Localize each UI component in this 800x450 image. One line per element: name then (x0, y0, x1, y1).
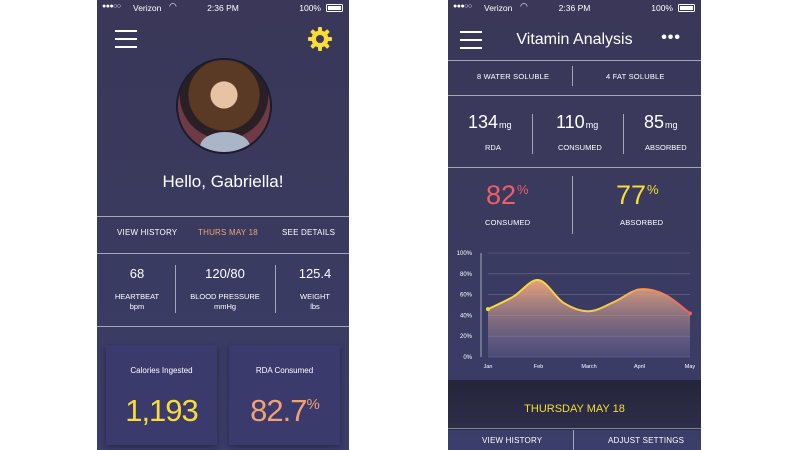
y-tick-label: 40% (460, 313, 473, 319)
date-tab[interactable]: THURS MAY 18 (198, 228, 258, 237)
more-dots-icon[interactable]: ••• (661, 29, 681, 46)
heartbeat-value: 68 (129, 266, 145, 281)
see-details-link[interactable]: SEE DETAILS (282, 228, 336, 237)
chart-line (487, 279, 691, 315)
status-bar: ●●●○○ Verizon ◠ 2:36 PM 100% (448, 0, 701, 16)
blood-pressure-value: 120/80 (205, 266, 245, 281)
absorbed-percent: 77% (616, 180, 659, 210)
absorbed-percent-label: ABSORBED (620, 218, 664, 227)
calories-card[interactable]: Calories Ingested 1,193 (106, 345, 217, 445)
fat-soluble-tab[interactable]: 4 FAT SOLUBLE (606, 72, 665, 81)
rda-card[interactable]: RDA Consumed 82.7% (229, 345, 340, 445)
consumed-percent-label: CONSUMED (485, 218, 531, 227)
consumed-amount: 110mg (556, 112, 599, 132)
consumed-percent: 82% (486, 180, 529, 210)
chart-area (488, 279, 690, 357)
chart-point (688, 311, 692, 316)
y-tick-label: 100% (457, 251, 473, 257)
home-screen: ●●●○○ Verizon ◠ 2:36 PM 100% Hello, Gabr… (97, 0, 349, 450)
x-tick-label: Feb (534, 364, 543, 370)
wifi-icon: ◠ (520, 1, 528, 11)
x-tick-label: Jan (484, 364, 493, 370)
x-tick-label: May (685, 364, 696, 370)
carrier-label: Verizon (484, 3, 513, 13)
heartbeat-label: HEARTBEAT bpm (114, 292, 160, 311)
clock: 2:36 PM (558, 3, 591, 13)
calories-title: Calories Ingested (130, 366, 193, 375)
signal-icon: ●●●○○ (102, 3, 121, 10)
battery-icon (326, 4, 343, 12)
battery-label: 100% (651, 3, 673, 13)
date-label: THURSDAY MAY 18 (524, 403, 625, 415)
greeting: Hello, Gabriella! (162, 172, 284, 191)
wifi-icon: ◠ (169, 1, 177, 11)
hamburger-menu-icon[interactable] (115, 30, 137, 48)
blood-pressure-label: BLOOD PRESSURE mmHg (190, 292, 260, 311)
gear-icon[interactable] (307, 26, 333, 52)
y-tick-label: 80% (460, 272, 473, 278)
rda-title: RDA Consumed (255, 366, 314, 375)
view-history-button[interactable]: VIEW HISTORY (482, 436, 543, 445)
x-tick-label: March (581, 364, 596, 370)
status-bar: ●●●○○ Verizon ◠ 2:36 PM 100% (97, 0, 349, 16)
consumed-amount-label: CONSUMED (558, 143, 602, 152)
y-tick-label: 60% (460, 293, 473, 299)
vitamin-analysis-screen: ●●●○○ Verizon ◠ 2:36 PM 100% Vitamin Ana… (448, 0, 701, 450)
signal-icon: ●●●○○ (453, 3, 472, 10)
date-band (448, 380, 701, 430)
carrier-label: Verizon (133, 3, 162, 13)
page-title: Vitamin Analysis (516, 31, 633, 48)
calories-value: 1,193 (125, 393, 199, 428)
vitamin-area-chart: 100% 80% 60% 40% 20% 0% Jan Feb March April May (457, 251, 696, 370)
view-history-link[interactable]: VIEW HISTORY (117, 228, 178, 237)
adjust-settings-button[interactable]: ADJUST SETTINGS (608, 436, 685, 445)
hamburger-menu-icon[interactable] (460, 31, 482, 49)
chart-point (486, 307, 490, 312)
weight-value: 125.4 (298, 266, 332, 281)
rda-amount: 134mg (468, 112, 512, 132)
absorbed-amount: 85mg (644, 112, 678, 132)
water-soluble-tab[interactable]: 8 WATER SOLUBLE (477, 72, 550, 81)
absorbed-amount-label: ABSORBED (645, 143, 687, 152)
avatar[interactable] (178, 60, 270, 152)
rda-amount-label: RDA (485, 143, 501, 152)
x-tick-label: April (634, 364, 645, 370)
rda-value: 82.7% (250, 393, 320, 428)
weight-label: WEIGHT lbs (300, 292, 330, 311)
y-tick-label: 20% (460, 334, 473, 340)
battery-label: 100% (299, 3, 321, 13)
battery-icon (678, 4, 695, 12)
y-tick-label: 0% (463, 355, 472, 361)
clock: 2:36 PM (207, 3, 239, 13)
